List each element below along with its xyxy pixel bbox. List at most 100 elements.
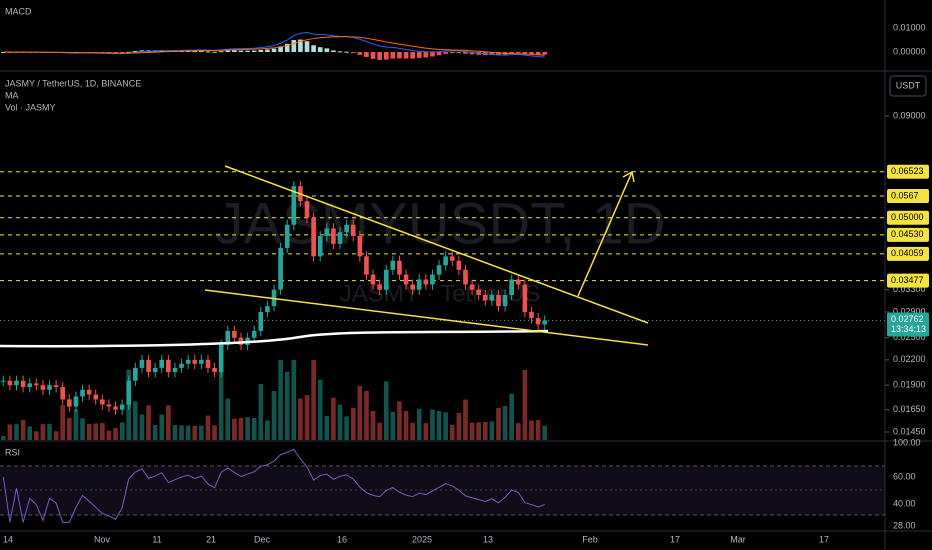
level-badge [887, 246, 929, 261]
volume-bar [139, 414, 145, 440]
candle-body [370, 274, 376, 285]
macd-histogram [463, 52, 468, 54]
volume-bar [430, 409, 435, 440]
candle-body [482, 294, 488, 301]
volume-bar [67, 418, 72, 440]
macd-histogram [278, 46, 283, 52]
macd-histogram [443, 52, 448, 54]
volume-bar [146, 405, 151, 440]
candle-body [27, 383, 33, 388]
volume-bar [311, 360, 316, 440]
candle-body [86, 389, 92, 395]
candle-body [119, 404, 125, 410]
candle-body [350, 224, 356, 236]
volume-bar [199, 425, 204, 440]
volume-bar [383, 381, 389, 440]
macd-label: MACD [5, 6, 32, 16]
date-label: Nov [94, 534, 111, 544]
level-badge [887, 164, 929, 179]
macd-histogram [119, 52, 125, 53]
macd-histogram [449, 52, 455, 54]
macd-histogram [496, 52, 501, 56]
candle-body [383, 269, 389, 290]
volume-bar [185, 425, 191, 440]
volume-bar [410, 422, 415, 440]
macd-histogram [509, 52, 514, 54]
candle-body [344, 224, 349, 233]
candle-body [34, 383, 39, 386]
volume-bar [331, 397, 336, 440]
macd-histogram [403, 52, 409, 59]
volume-bar [509, 393, 514, 440]
candle-body [0, 380, 6, 382]
volume-bar [344, 416, 349, 440]
symbol-label: JASMY / TetherUS, 1D, BINANCE [5, 78, 141, 88]
candle-body [212, 367, 217, 373]
macd-histogram [113, 52, 118, 53]
target-arrow [577, 171, 633, 297]
macd-histogram [205, 51, 211, 53]
candle-body [133, 367, 138, 381]
candle-body [311, 217, 316, 257]
rsi-tick-label: 60.00 [893, 471, 916, 481]
volume-bar [251, 418, 257, 440]
candle-body [179, 363, 184, 368]
volume-bar [166, 405, 171, 440]
candle-body [40, 385, 46, 390]
volume-bar [212, 425, 217, 440]
candle-body [502, 294, 508, 307]
arrow-head [622, 170, 635, 183]
candle-body [443, 256, 448, 266]
volume-bar [469, 422, 475, 440]
macd-histogram [529, 52, 534, 55]
volume-bar [100, 423, 105, 440]
volume-bar [152, 425, 158, 440]
volume-bar [27, 426, 33, 440]
candle-body [106, 404, 112, 407]
macd-histogram [317, 47, 323, 52]
date-label: 11 [152, 534, 161, 544]
candle-body [436, 265, 442, 275]
macd-histogram [364, 52, 369, 58]
volume-bar [218, 360, 224, 440]
volume-bar [443, 412, 448, 440]
candle-body [7, 380, 13, 386]
volume-bar [370, 411, 376, 440]
price-tick-label: 0.01450 [893, 426, 926, 436]
candle-body [317, 235, 323, 257]
main-pane: 0.09000 0.03300 0.02900 0.02500 0.02200 0.019… [0, 22, 929, 544]
macd-histogram [370, 52, 376, 59]
candle-body [232, 330, 237, 338]
rsi-tick-label: 40.00 [893, 498, 916, 508]
candle-body [304, 201, 310, 218]
macd-histogram [199, 51, 204, 53]
rsi-label: RSI [5, 447, 20, 457]
candle-body [449, 256, 455, 261]
volume-bar [60, 404, 66, 440]
volume-bar [357, 386, 363, 440]
macd-histogram [291, 40, 297, 52]
price-tick-label: 0.02200 [893, 354, 926, 364]
macd-histogram [522, 52, 528, 54]
volume-bar [20, 419, 26, 440]
candle-body [284, 224, 290, 248]
trendline-upper [224, 165, 649, 324]
macd-histogram [542, 52, 548, 55]
volume-bar [502, 406, 508, 440]
candle-body [152, 367, 158, 373]
candle-body [192, 359, 198, 364]
currency-button[interactable] [889, 75, 927, 97]
candle-body [251, 330, 257, 338]
date-label: 2025 [412, 534, 432, 544]
volume-bar [284, 371, 290, 440]
rsi-line [2, 448, 545, 523]
macd-histogram [397, 52, 402, 59]
macd-histogram [304, 41, 310, 52]
rsi-tick-label: 100.00 [893, 437, 921, 447]
volume-bar [0, 436, 6, 440]
candle-body [166, 359, 171, 373]
macd-histogram [456, 52, 462, 54]
candle-body [73, 396, 79, 407]
candle-body [529, 312, 534, 319]
